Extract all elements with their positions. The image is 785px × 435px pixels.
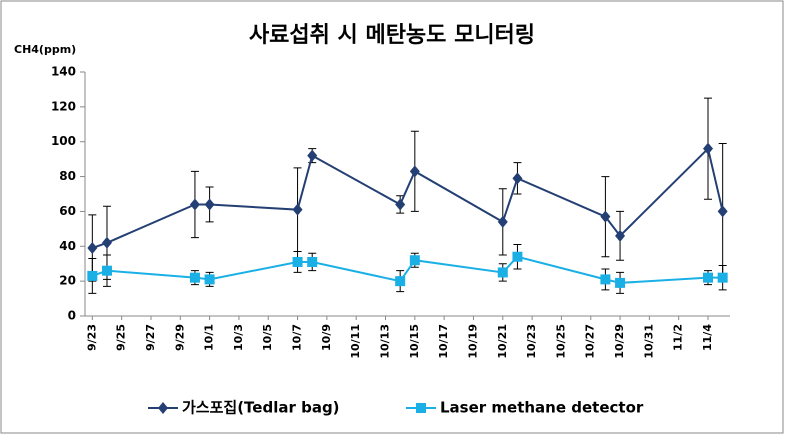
x-tick-label: 10/5 (261, 324, 274, 351)
y-tick-label: 100 (51, 134, 76, 148)
data-point (101, 265, 112, 276)
data-point (307, 256, 318, 267)
y-tick-label: 40 (59, 239, 76, 253)
y-tick-label: 60 (59, 204, 76, 218)
y-tick-label: 20 (59, 274, 76, 288)
data-point (409, 165, 420, 178)
x-tick-label: 10/1 (203, 324, 216, 351)
chart-title: 사료섭취 시 메탄농도 모니터링 (249, 23, 535, 48)
y-tick-label: 120 (51, 99, 76, 113)
data-point (395, 198, 406, 211)
x-tick-label: 11/4 (701, 324, 714, 351)
data-point (497, 267, 508, 278)
data-point (292, 203, 303, 216)
data-point (87, 270, 98, 281)
data-point (615, 229, 626, 242)
y-tick-label: 80 (59, 169, 76, 183)
x-tick-label: 10/15 (408, 324, 421, 359)
data-point (600, 274, 611, 285)
x-tick-label: 10/25 (554, 324, 567, 359)
legend-marker (158, 402, 168, 414)
x-tick-label: 9/29 (173, 324, 186, 351)
x-tick-label: 10/11 (349, 324, 362, 359)
x-tick-label: 10/13 (379, 324, 392, 359)
x-tick-label: 9/27 (144, 324, 157, 351)
legend-label: 가스포집(Tedlar bag) (182, 399, 340, 417)
data-point (717, 205, 728, 218)
x-tick-label: 10/17 (437, 324, 450, 359)
legend-label: Laser methane detector (440, 399, 644, 417)
data-point (512, 172, 523, 185)
y-tick-label: 0 (68, 309, 76, 323)
x-tick-label: 10/29 (613, 324, 626, 359)
data-point (292, 256, 303, 267)
x-tick-label: 10/27 (584, 324, 597, 359)
data-point (615, 277, 626, 288)
data-point (395, 276, 406, 287)
data-point (101, 236, 112, 249)
y-axis-label: CH4(ppm) (14, 43, 76, 56)
data-point (703, 142, 714, 155)
x-tick-label: 9/23 (85, 324, 98, 351)
x-tick-label: 10/21 (496, 324, 509, 359)
x-tick-label: 10/7 (291, 324, 304, 351)
x-tick-label: 10/31 (642, 324, 655, 359)
data-point (409, 255, 420, 266)
data-point (717, 272, 728, 283)
x-tick-label: 10/9 (320, 324, 333, 351)
data-point (703, 272, 714, 283)
data-point (307, 149, 318, 162)
data-point (189, 272, 200, 283)
x-tick-label: 9/25 (115, 324, 128, 351)
data-point (600, 210, 611, 223)
data-point (87, 242, 98, 255)
x-tick-label: 10/23 (525, 324, 538, 359)
x-tick-label: 10/3 (232, 324, 245, 351)
y-tick-label: 140 (51, 65, 76, 79)
legend-marker (416, 403, 426, 413)
data-point (512, 251, 523, 262)
x-tick-label: 10/19 (466, 324, 479, 359)
x-tick-label: 11/2 (672, 324, 685, 351)
data-point (204, 274, 215, 285)
data-point (497, 215, 508, 228)
data-point (189, 198, 200, 211)
data-point (204, 198, 215, 211)
